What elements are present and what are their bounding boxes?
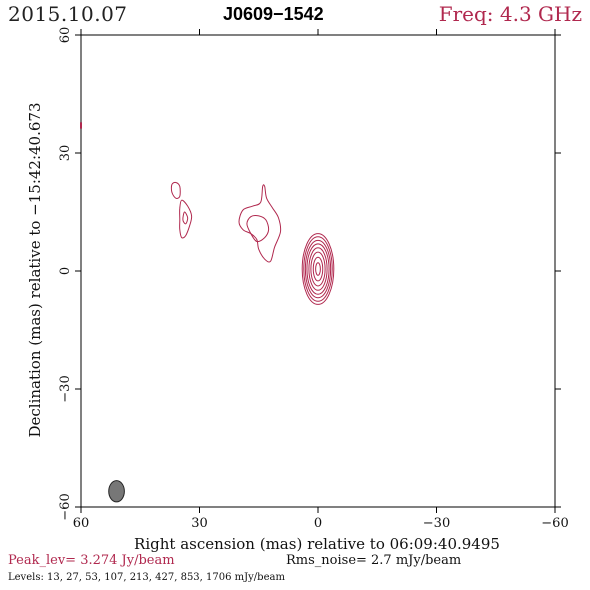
- core-contour-level-1: [301, 233, 335, 305]
- core-contour-level-6: [310, 251, 326, 287]
- x-tick-label: 0: [314, 516, 322, 531]
- jet-contour-outer-jet-c: [170, 181, 181, 199]
- core-contour-level-5: [308, 247, 328, 291]
- jet-contour-inner-jet-outer: [238, 184, 282, 263]
- plot-frame: [80, 34, 556, 508]
- x-tick-label: −30: [423, 516, 450, 531]
- restoring-beam: [108, 480, 125, 503]
- jet-contour-inner-jet-inner: [246, 215, 270, 243]
- x-tick-label: −60: [541, 516, 568, 531]
- contour-layer: [170, 181, 335, 305]
- peak-level: Peak_lev= 3.274 Jy/beam: [8, 553, 175, 568]
- core-contour-level-2: [303, 236, 333, 302]
- beam-layer: [108, 480, 125, 503]
- y-tick-label: 60: [58, 27, 73, 44]
- jet-contour-outer-jet-b: [182, 211, 189, 225]
- y-axis-label: Declination (mas) relative to −15:42:40.…: [26, 102, 44, 437]
- axes-layer: 60 30 0 −30 −60 −60 −30 0 30 60: [58, 27, 569, 531]
- y-tick-label: −30: [58, 375, 73, 402]
- core-contour-level-4: [306, 243, 330, 295]
- x-tick-label: 60: [73, 516, 90, 531]
- y-tick-label: 0: [58, 267, 73, 275]
- y-tick-label: 30: [58, 145, 73, 162]
- x-axis-label: Right ascension (mas) relative to 06:09:…: [134, 535, 500, 553]
- source-name: J0609−1542: [223, 4, 324, 24]
- rms-noise: Rms_noise= 2.7 mJy/beam: [286, 553, 462, 568]
- frequency-label: Freq: 4.3 GHz: [438, 2, 582, 26]
- core-contour-level-3: [304, 239, 332, 299]
- core-contour-level-7: [312, 256, 324, 282]
- y-tick-label: −60: [58, 493, 73, 520]
- jet-contour-outer-jet-a: [179, 199, 193, 239]
- x-tick-label: 30: [191, 516, 208, 531]
- contour-levels: Levels: 13, 27, 53, 107, 213, 427, 853, …: [8, 572, 285, 583]
- core-contour-level-8: [315, 262, 321, 276]
- observation-date: 2015.10.07: [8, 2, 128, 26]
